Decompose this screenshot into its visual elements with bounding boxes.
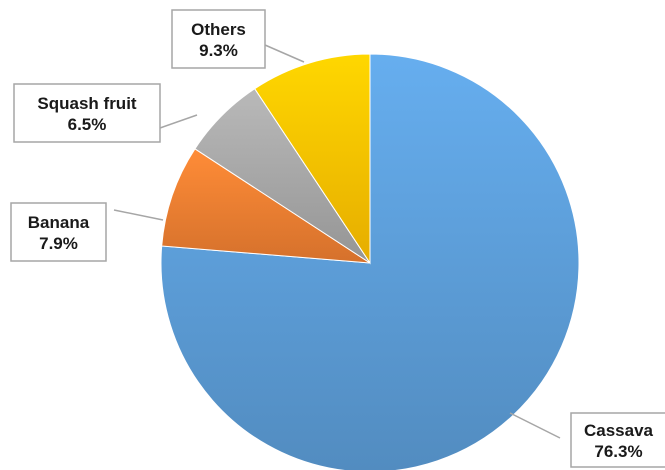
callout-banana: Banana 7.9% [10, 202, 164, 262]
slice-label: Cassava [584, 421, 654, 440]
pie-slices [160, 53, 580, 470]
pie-slice-cassava [160, 53, 580, 470]
data-label-callouts: Cassava 76.3% Banana 7.9% Squash fruit 6.5% Ot… [10, 9, 665, 468]
callout-cassava: Cassava 76.3% [509, 412, 665, 468]
callout-box [13, 83, 161, 143]
leader-line [159, 114, 198, 129]
slice-label: Others [191, 20, 246, 39]
slice-label: Banana [28, 213, 90, 232]
pie-slice-others [254, 53, 371, 265]
leader-line [509, 412, 561, 439]
slice-percentage: 9.3% [199, 41, 238, 60]
callout-squash-fruit: Squash fruit 6.5% [13, 83, 198, 143]
slice-percentage: 76.3% [594, 442, 642, 461]
callout-box [570, 412, 665, 468]
callout-box [171, 9, 266, 69]
callout-others: Others 9.3% [171, 9, 305, 69]
callout-box [10, 202, 107, 262]
pie-slice-banana [161, 148, 371, 264]
slice-percentage: 7.9% [39, 234, 78, 253]
leader-line [264, 44, 305, 63]
slice-label: Squash fruit [37, 94, 137, 113]
leader-line [113, 209, 164, 221]
slice-percentage: 6.5% [68, 115, 107, 134]
